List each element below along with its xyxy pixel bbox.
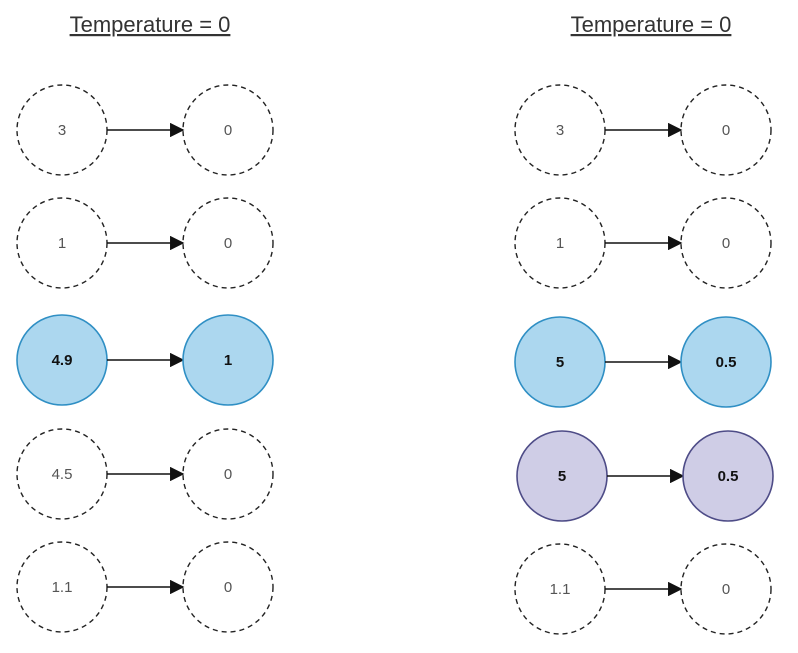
row-right-4: 5 0.5 <box>516 430 774 522</box>
output-node <box>680 316 772 408</box>
row-left-2: 1 0 <box>16 197 274 289</box>
output-value: 0 <box>224 579 232 596</box>
input-value: 5 <box>558 468 566 485</box>
output-value: 0.5 <box>718 468 739 485</box>
output-node <box>182 428 274 520</box>
output-value: 0 <box>224 235 232 252</box>
output-value: 0 <box>722 235 730 252</box>
panel-left-title: Temperature = 0 <box>70 12 231 37</box>
output-value: 0.5 <box>716 354 737 371</box>
row-right-3: 5 0.5 <box>514 316 772 408</box>
input-value: 1.1 <box>550 581 571 598</box>
input-value: 3 <box>58 122 66 139</box>
panel-left: 3 0 1 0 4.9 1 4.5 0 1.1 <box>16 84 274 633</box>
row-right-1: 3 0 <box>514 84 772 176</box>
output-node <box>182 541 274 633</box>
output-value: 0 <box>722 581 730 598</box>
input-value: 4.9 <box>52 352 73 369</box>
row-left-5: 1.1 0 <box>16 541 274 633</box>
output-value: 0 <box>224 122 232 139</box>
input-value: 1 <box>556 235 564 252</box>
output-node <box>680 84 772 176</box>
row-left-4: 4.5 0 <box>16 428 274 520</box>
row-right-5: 1.1 0 <box>514 543 772 635</box>
output-node <box>182 314 274 406</box>
panel-right: 3 0 1 0 5 0.5 5 0.5 1.1 <box>514 84 774 635</box>
input-value: 4.5 <box>52 466 73 483</box>
output-value: 0 <box>224 466 232 483</box>
input-value: 3 <box>556 122 564 139</box>
output-value: 1 <box>224 352 232 369</box>
row-left-1: 3 0 <box>16 84 274 176</box>
input-value: 5 <box>556 354 564 371</box>
panel-right-title: Temperature = 0 <box>571 12 732 37</box>
input-value: 1 <box>58 235 66 252</box>
output-node <box>182 84 274 176</box>
row-left-3: 4.9 1 <box>16 314 274 406</box>
row-right-2: 1 0 <box>514 197 772 289</box>
output-node <box>680 543 772 635</box>
output-node <box>682 430 774 522</box>
output-node <box>182 197 274 289</box>
input-value: 1.1 <box>52 579 73 596</box>
output-node <box>680 197 772 289</box>
output-value: 0 <box>722 122 730 139</box>
